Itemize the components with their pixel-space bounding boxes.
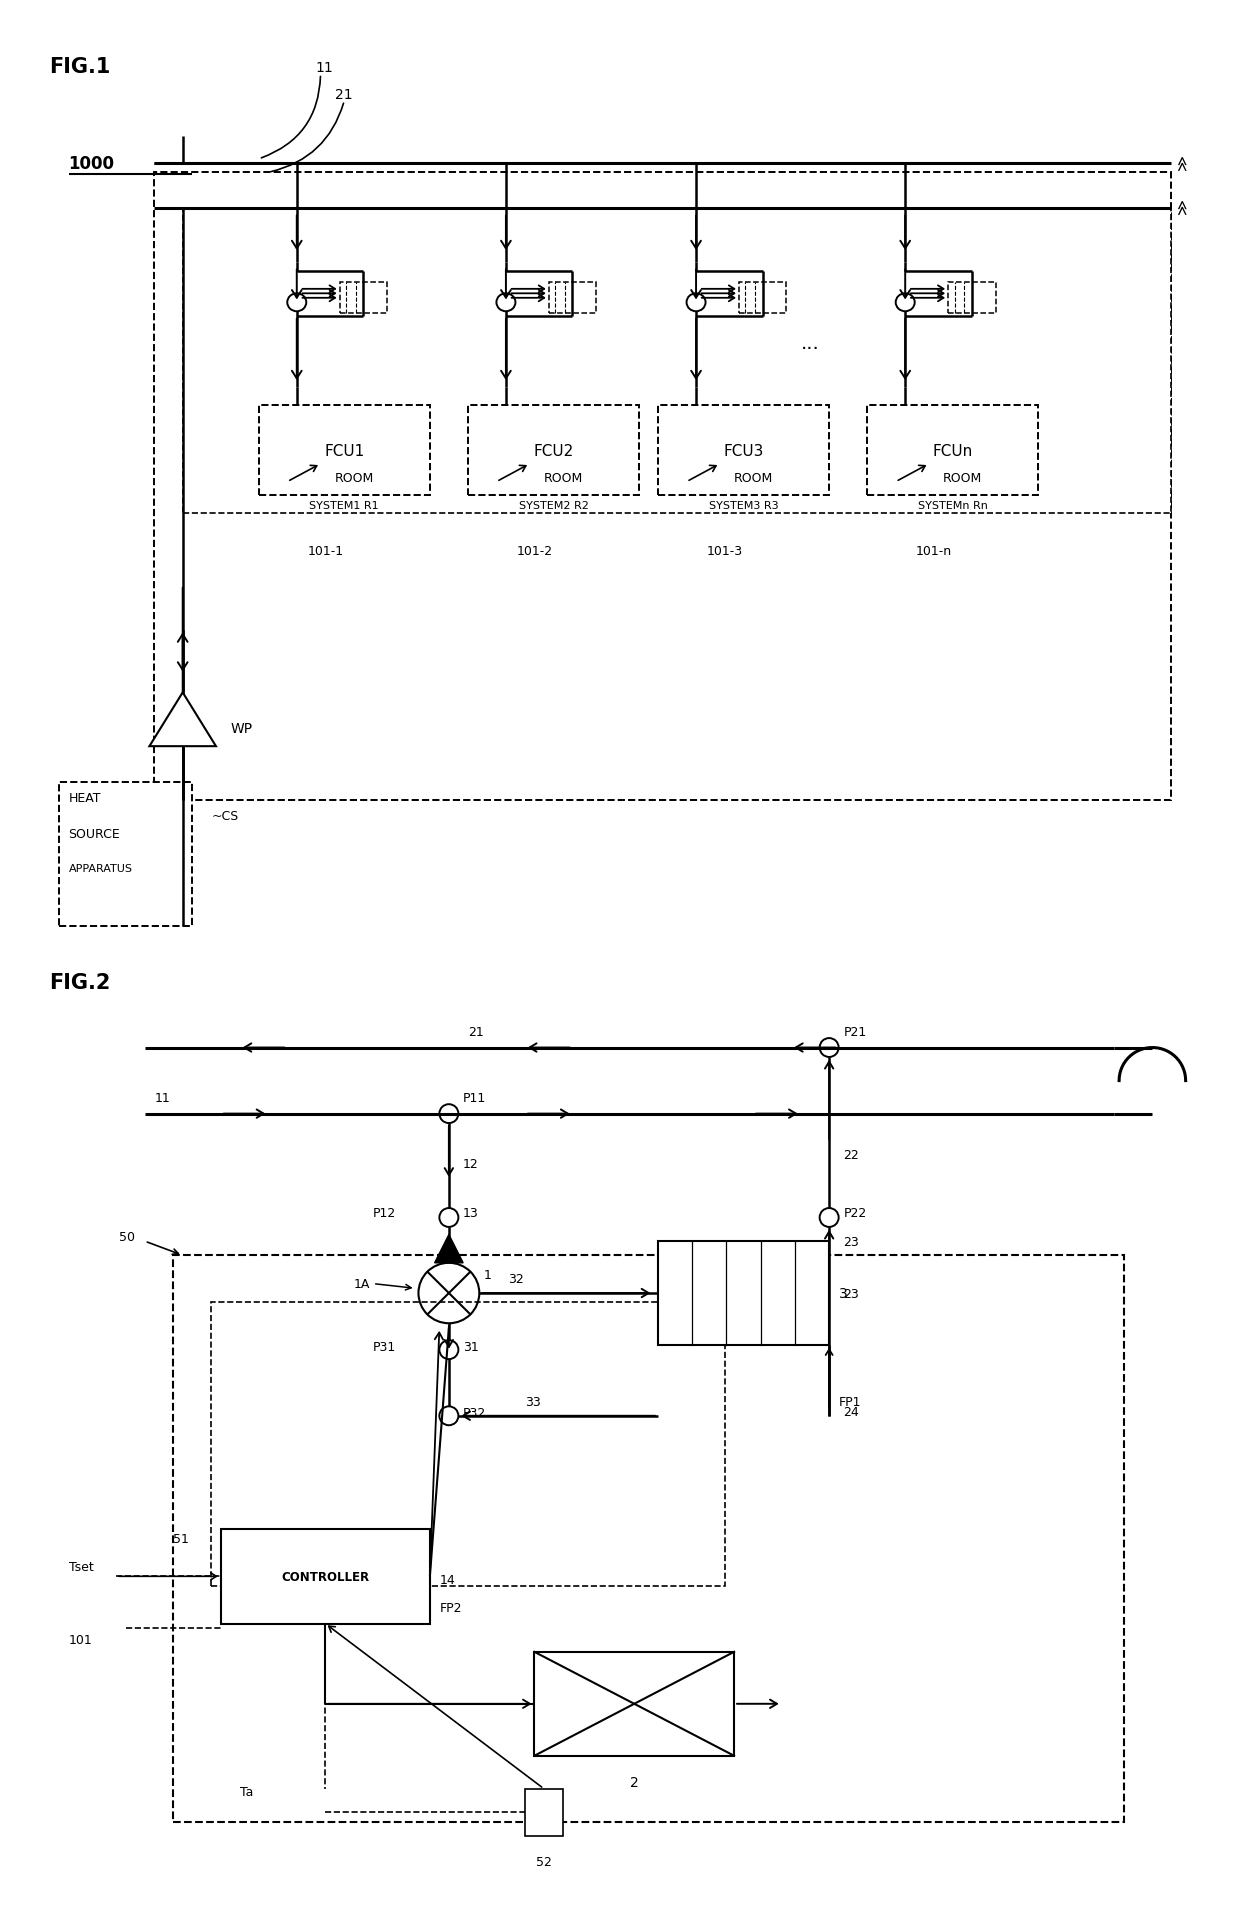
Text: P32: P32: [464, 1407, 486, 1419]
FancyBboxPatch shape: [340, 282, 387, 315]
Text: FIG.1: FIG.1: [50, 57, 110, 76]
Text: CONTROLLER: CONTROLLER: [281, 1569, 370, 1583]
FancyBboxPatch shape: [60, 782, 192, 927]
Text: 101-n: 101-n: [915, 545, 952, 559]
Text: FCU3: FCU3: [723, 444, 764, 458]
Text: 32: 32: [508, 1272, 523, 1285]
Text: 101-2: 101-2: [516, 545, 553, 559]
Text: Tset: Tset: [68, 1560, 93, 1573]
Text: 23: 23: [843, 1287, 859, 1301]
Polygon shape: [150, 692, 216, 748]
Text: FIG.2: FIG.2: [50, 973, 110, 992]
FancyBboxPatch shape: [221, 1529, 430, 1623]
Text: 22: 22: [843, 1148, 859, 1161]
Text: 101-3: 101-3: [707, 545, 743, 559]
Text: 1A: 1A: [353, 1278, 371, 1291]
FancyBboxPatch shape: [867, 406, 1038, 496]
Text: Ta: Ta: [239, 1785, 253, 1798]
Text: P11: P11: [464, 1091, 486, 1104]
FancyBboxPatch shape: [949, 282, 996, 315]
Text: 1: 1: [484, 1268, 492, 1282]
Text: APPARATUS: APPARATUS: [68, 864, 133, 873]
FancyBboxPatch shape: [154, 174, 1172, 801]
Text: 11: 11: [316, 61, 334, 74]
Text: 24: 24: [843, 1405, 859, 1417]
Text: ROOM: ROOM: [734, 471, 774, 484]
FancyBboxPatch shape: [658, 406, 830, 496]
Text: P12: P12: [373, 1207, 396, 1220]
FancyBboxPatch shape: [534, 1651, 734, 1756]
Text: P31: P31: [373, 1341, 396, 1354]
Text: 21: 21: [335, 88, 352, 101]
Text: SYSTEMn Rn: SYSTEMn Rn: [918, 500, 988, 511]
Text: ~CS: ~CS: [211, 809, 238, 822]
Text: ...: ...: [801, 334, 820, 353]
Text: FP1: FP1: [838, 1396, 861, 1409]
FancyBboxPatch shape: [259, 406, 430, 496]
Text: HEAT: HEAT: [68, 791, 102, 805]
Text: 1000: 1000: [68, 154, 114, 174]
Text: WP: WP: [231, 723, 253, 736]
Text: 31: 31: [464, 1341, 479, 1354]
Text: ROOM: ROOM: [335, 471, 374, 484]
Text: FCUn: FCUn: [932, 444, 973, 458]
Text: 3: 3: [838, 1287, 847, 1301]
Text: ROOM: ROOM: [944, 471, 982, 484]
Text: 50: 50: [119, 1230, 135, 1243]
Text: 33: 33: [525, 1396, 541, 1409]
Text: ≫: ≫: [1174, 198, 1189, 214]
Text: SYSTEM2 R2: SYSTEM2 R2: [518, 500, 589, 511]
FancyBboxPatch shape: [467, 406, 639, 496]
Text: FP2: FP2: [439, 1602, 461, 1613]
Text: ≫: ≫: [1174, 153, 1189, 170]
FancyBboxPatch shape: [549, 282, 596, 315]
Text: 2: 2: [630, 1775, 639, 1789]
Text: FCU2: FCU2: [533, 444, 574, 458]
Text: 101: 101: [68, 1632, 92, 1646]
Text: 11: 11: [154, 1091, 170, 1104]
Text: 23: 23: [843, 1236, 859, 1247]
Text: SOURCE: SOURCE: [68, 828, 120, 841]
Text: SYSTEM1 R1: SYSTEM1 R1: [310, 500, 379, 511]
Text: 14: 14: [439, 1573, 455, 1587]
FancyBboxPatch shape: [739, 282, 786, 315]
FancyBboxPatch shape: [174, 1255, 1123, 1821]
Text: 13: 13: [464, 1207, 479, 1220]
FancyBboxPatch shape: [525, 1789, 563, 1836]
Text: P22: P22: [843, 1207, 867, 1220]
Text: FCU1: FCU1: [324, 444, 365, 458]
Text: 21: 21: [467, 1026, 484, 1039]
Text: ROOM: ROOM: [544, 471, 583, 484]
Text: P21: P21: [843, 1026, 867, 1039]
FancyBboxPatch shape: [211, 1302, 724, 1587]
Text: 51: 51: [174, 1531, 188, 1545]
FancyBboxPatch shape: [658, 1241, 830, 1344]
Polygon shape: [435, 1236, 464, 1262]
FancyBboxPatch shape: [182, 210, 1172, 513]
Text: 52: 52: [536, 1856, 552, 1867]
Text: SYSTEM3 R3: SYSTEM3 R3: [709, 500, 779, 511]
Text: 101-1: 101-1: [308, 545, 343, 559]
Text: 12: 12: [464, 1158, 479, 1171]
